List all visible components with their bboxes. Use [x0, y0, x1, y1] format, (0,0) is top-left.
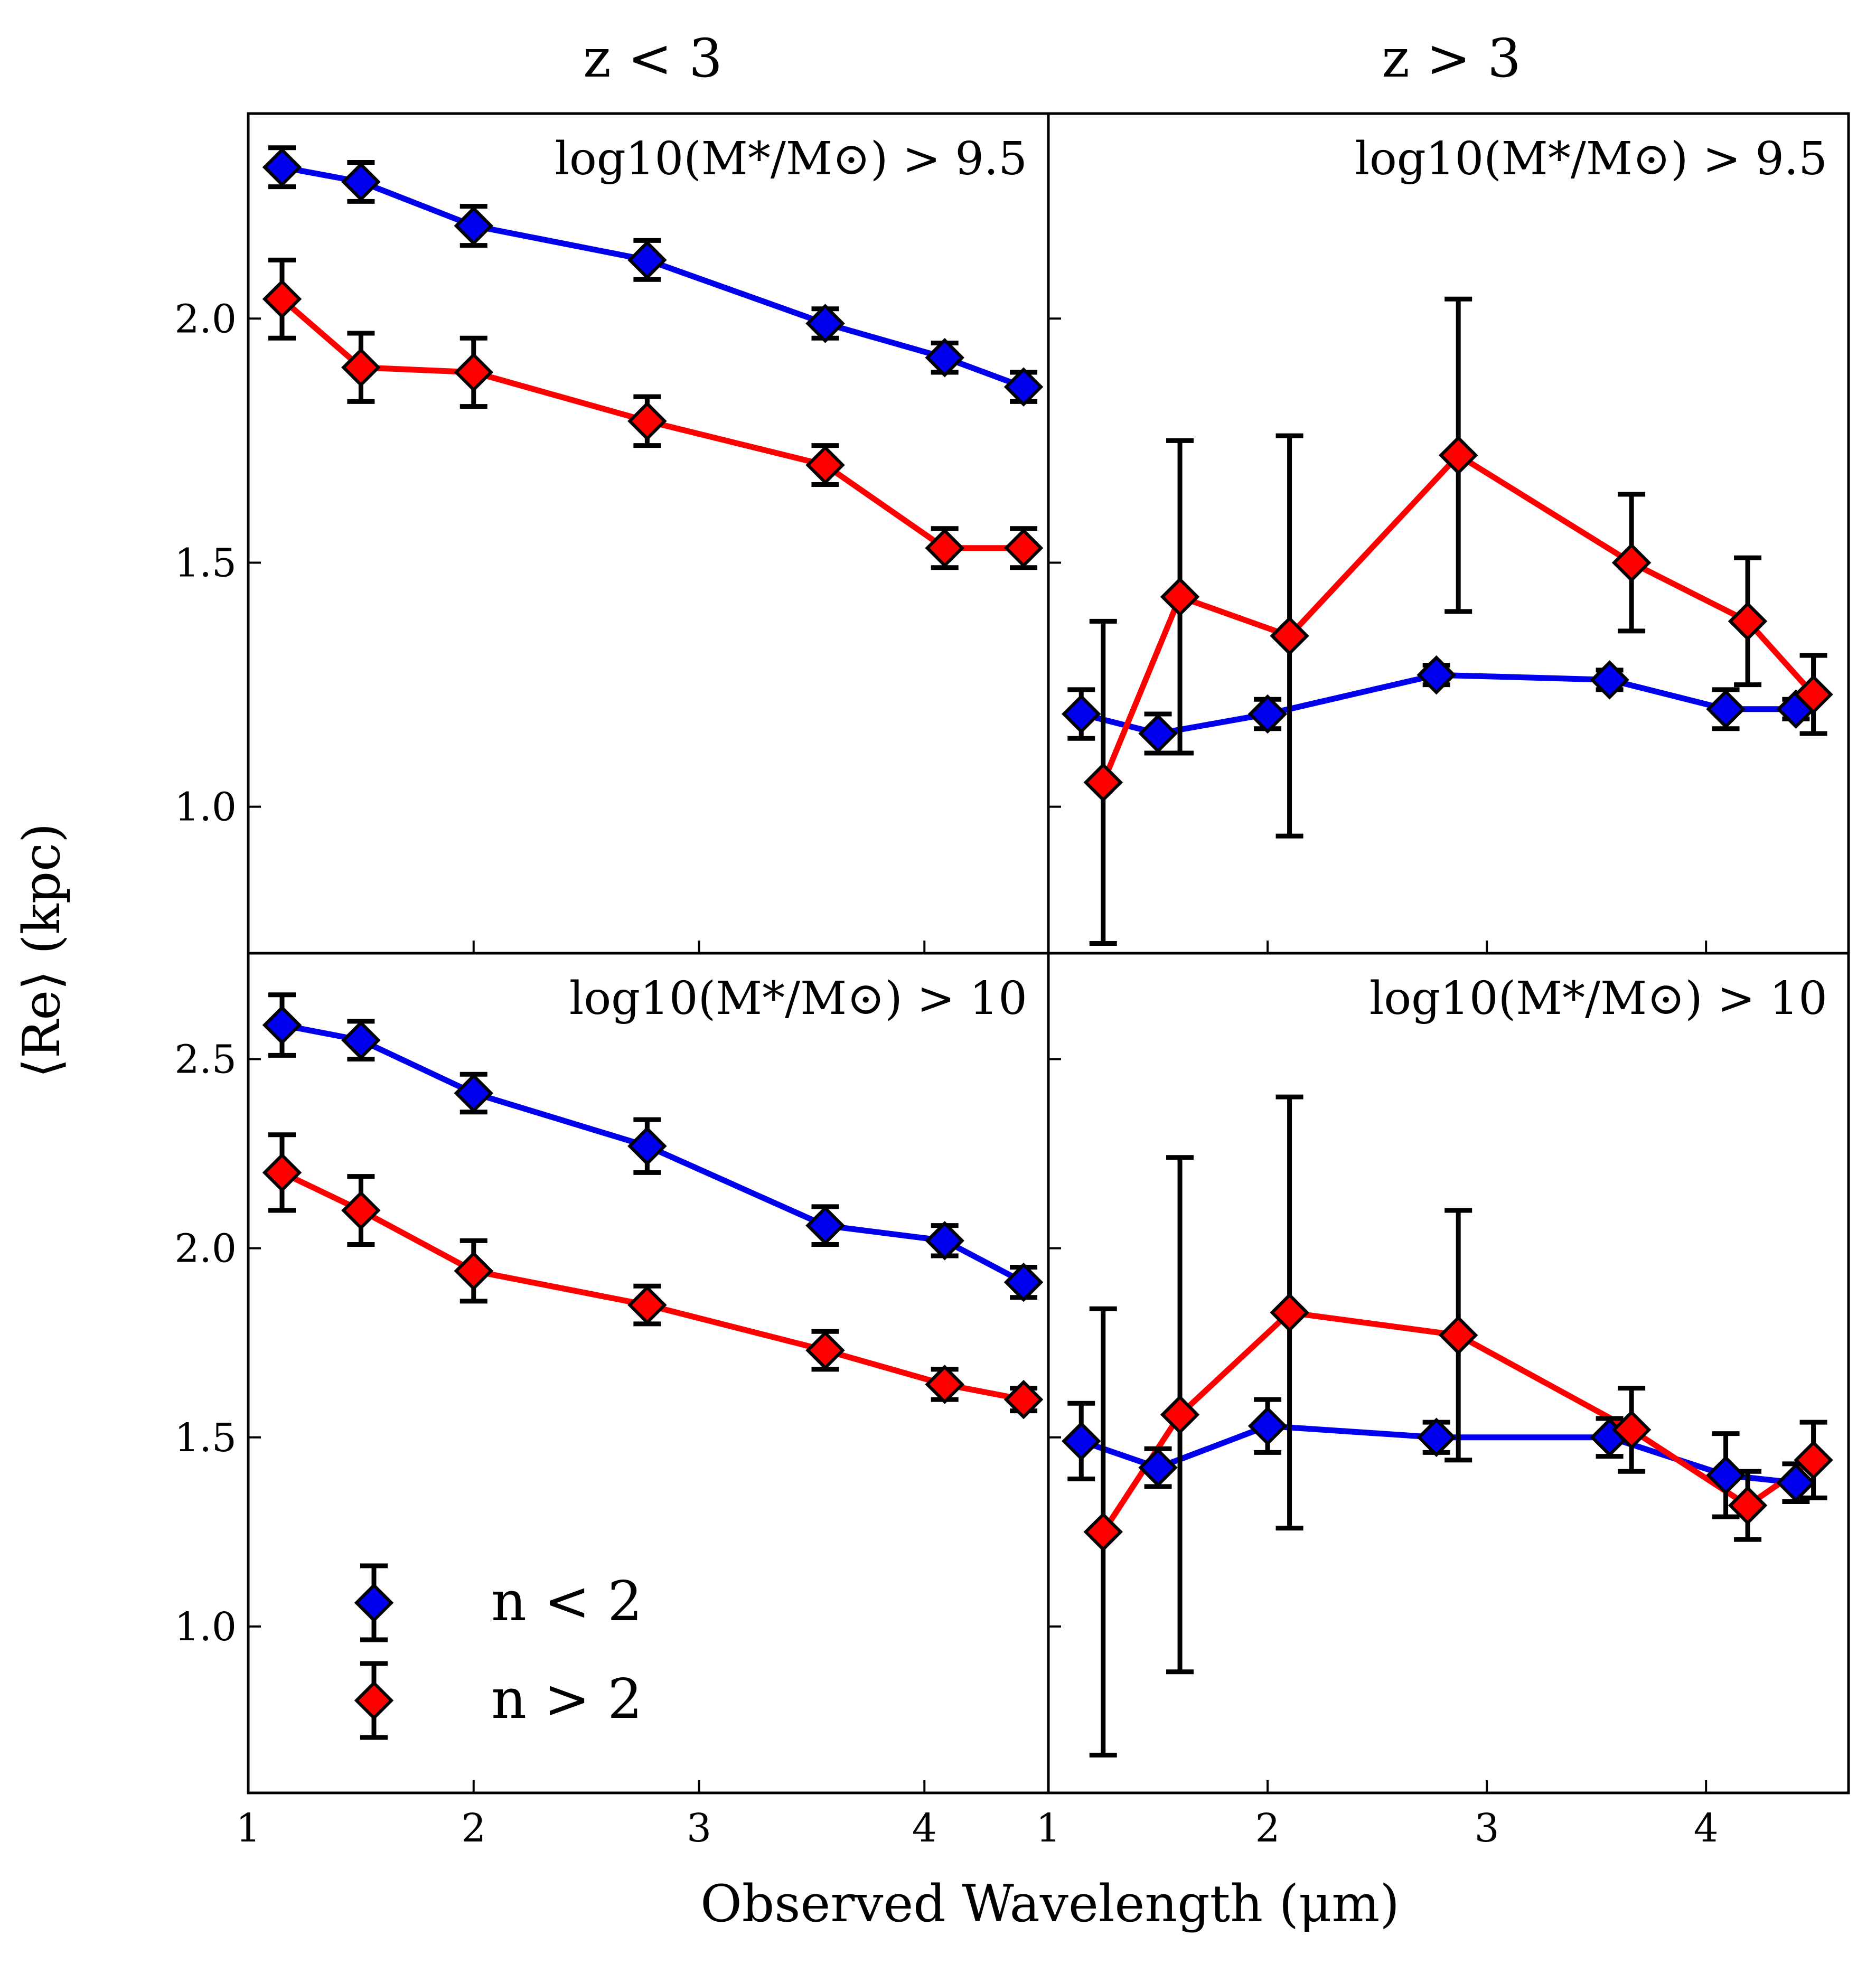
data-point-n-gt-2: [1611, 543, 1652, 582]
data-point-n-gt-2: [1794, 1440, 1833, 1480]
y-tick-label: 1.0: [174, 1604, 237, 1650]
mass-cut-annotation: log10(M*/M⊙) > 9.5: [555, 133, 1027, 185]
x-tick-label: 1: [236, 1806, 260, 1851]
data-point-n-gt-2: [1003, 528, 1044, 568]
legend-label-n-gt-2: n > 2: [491, 1667, 642, 1731]
legend: n < 2 n > 2: [354, 1563, 642, 1740]
data-point-n-lt-2: [262, 147, 302, 187]
mass-cut-annotation: log10(M*/M⊙) > 10: [1370, 972, 1827, 1025]
data-point-n-gt-2: [1270, 616, 1309, 656]
legend-diamond: [354, 1583, 394, 1623]
data-point-n-lt-2: [1062, 694, 1101, 734]
data-point-n-lt-2: [454, 206, 494, 246]
y-tick-label: 1.5: [174, 1415, 237, 1461]
panel-top-left: 1.0 1.5 2.0 log10(M*/M⊙) > 9.5: [174, 112, 1050, 955]
x-tick-label: 4: [912, 1806, 937, 1851]
mass-cut-annotation: log10(M*/M⊙) > 9.5: [1355, 133, 1827, 185]
data-point-n-gt-2: [1270, 1293, 1309, 1332]
legend-marker-n-lt-2: [354, 1563, 394, 1642]
y-tick-label: 2.5: [174, 1037, 237, 1083]
data-point-n-gt-2: [805, 1330, 845, 1370]
column-title-left: z < 3: [583, 27, 723, 89]
data-point-n-lt-2: [341, 162, 381, 202]
data-point-n-lt-2: [1138, 1448, 1178, 1488]
y-tick-label: 2.0: [174, 296, 237, 342]
data-point-n-lt-2: [1138, 713, 1178, 754]
data-point-n-gt-2: [1438, 435, 1478, 475]
data-point-n-gt-2: [1728, 602, 1768, 641]
data-point-n-lt-2: [1417, 655, 1456, 695]
data-point-n-lt-2: [1590, 660, 1629, 700]
data-point-n-gt-2: [454, 352, 494, 392]
data-point-n-lt-2: [1247, 694, 1288, 734]
data-point-n-gt-2: [627, 401, 667, 441]
data-point-n-lt-2: [627, 240, 667, 280]
panel-bottom-right: 1 2 3 4 log10(M*/M⊙) > 10: [1036, 952, 1850, 1851]
x-tick-label: 2: [461, 1806, 486, 1851]
data-point-n-gt-2: [1611, 1410, 1652, 1450]
panel-top-right: log10(M*/M⊙) > 9.5: [1047, 112, 1850, 955]
x-tick-label: 3: [1475, 1806, 1499, 1851]
data-point-n-gt-2: [627, 1285, 667, 1325]
data-point-n-gt-2: [262, 1153, 302, 1192]
legend-label-n-lt-2: n < 2: [491, 1569, 642, 1633]
y-tick-label: 2.0: [174, 1226, 237, 1272]
data-point-n-gt-2: [1160, 1395, 1200, 1435]
data-point-n-lt-2: [805, 1206, 845, 1245]
x-tick-label: 2: [1255, 1806, 1280, 1851]
legend-diamond: [354, 1680, 394, 1721]
data-point-n-lt-2: [1003, 367, 1044, 407]
data-point-n-lt-2: [1706, 1455, 1746, 1495]
data-point-n-lt-2: [805, 304, 845, 343]
x-axis-label: Observed Wavelength (μm): [700, 1874, 1400, 1933]
x-tick-label: 4: [1694, 1806, 1719, 1851]
data-point-n-gt-2: [341, 347, 381, 387]
data-point-n-lt-2: [627, 1126, 667, 1166]
data-point-n-gt-2: [1083, 763, 1123, 802]
data-point-n-lt-2: [925, 1221, 964, 1261]
data-point-n-gt-2: [1728, 1486, 1768, 1525]
data-point-n-lt-2: [1417, 1417, 1456, 1458]
x-tick-label: 1: [1036, 1806, 1061, 1851]
data-point-n-gt-2: [454, 1251, 494, 1291]
data-point-n-lt-2: [1247, 1406, 1288, 1446]
column-title-right: z > 3: [1382, 27, 1521, 89]
data-point-n-gt-2: [925, 528, 964, 568]
mass-cut-annotation: log10(M*/M⊙) > 10: [569, 972, 1027, 1025]
x-tick-label: 3: [687, 1806, 711, 1851]
panel-bottom-left: 1.0 1.5 2.0 2.5 1 2 3 4 log10(M*/M⊙) > 10: [174, 952, 1050, 1851]
data-point-n-gt-2: [925, 1365, 964, 1404]
data-point-n-lt-2: [454, 1073, 494, 1113]
data-point-n-lt-2: [1003, 1262, 1044, 1302]
y-axis-label: ⟨Re⟩ (kpc): [12, 823, 71, 1078]
data-point-n-gt-2: [1083, 1512, 1123, 1552]
data-point-n-lt-2: [1776, 1463, 1816, 1502]
data-point-n-lt-2: [1706, 689, 1746, 729]
data-point-n-gt-2: [1003, 1379, 1044, 1420]
data-point-n-gt-2: [805, 445, 845, 485]
y-tick-label: 1.0: [174, 785, 237, 830]
legend-marker-n-gt-2: [354, 1661, 394, 1740]
data-point-n-gt-2: [1438, 1315, 1478, 1355]
data-point-n-lt-2: [262, 1005, 302, 1045]
data-point-n-gt-2: [341, 1190, 381, 1230]
data-point-n-gt-2: [262, 279, 302, 319]
data-point-n-gt-2: [1160, 577, 1200, 617]
data-point-n-gt-2: [1794, 674, 1833, 715]
panel-frame: [1047, 952, 1850, 1794]
data-point-n-lt-2: [925, 337, 964, 378]
y-tick-label: 1.5: [174, 540, 237, 586]
data-point-n-lt-2: [1062, 1421, 1101, 1461]
data-point-n-lt-2: [341, 1020, 381, 1060]
